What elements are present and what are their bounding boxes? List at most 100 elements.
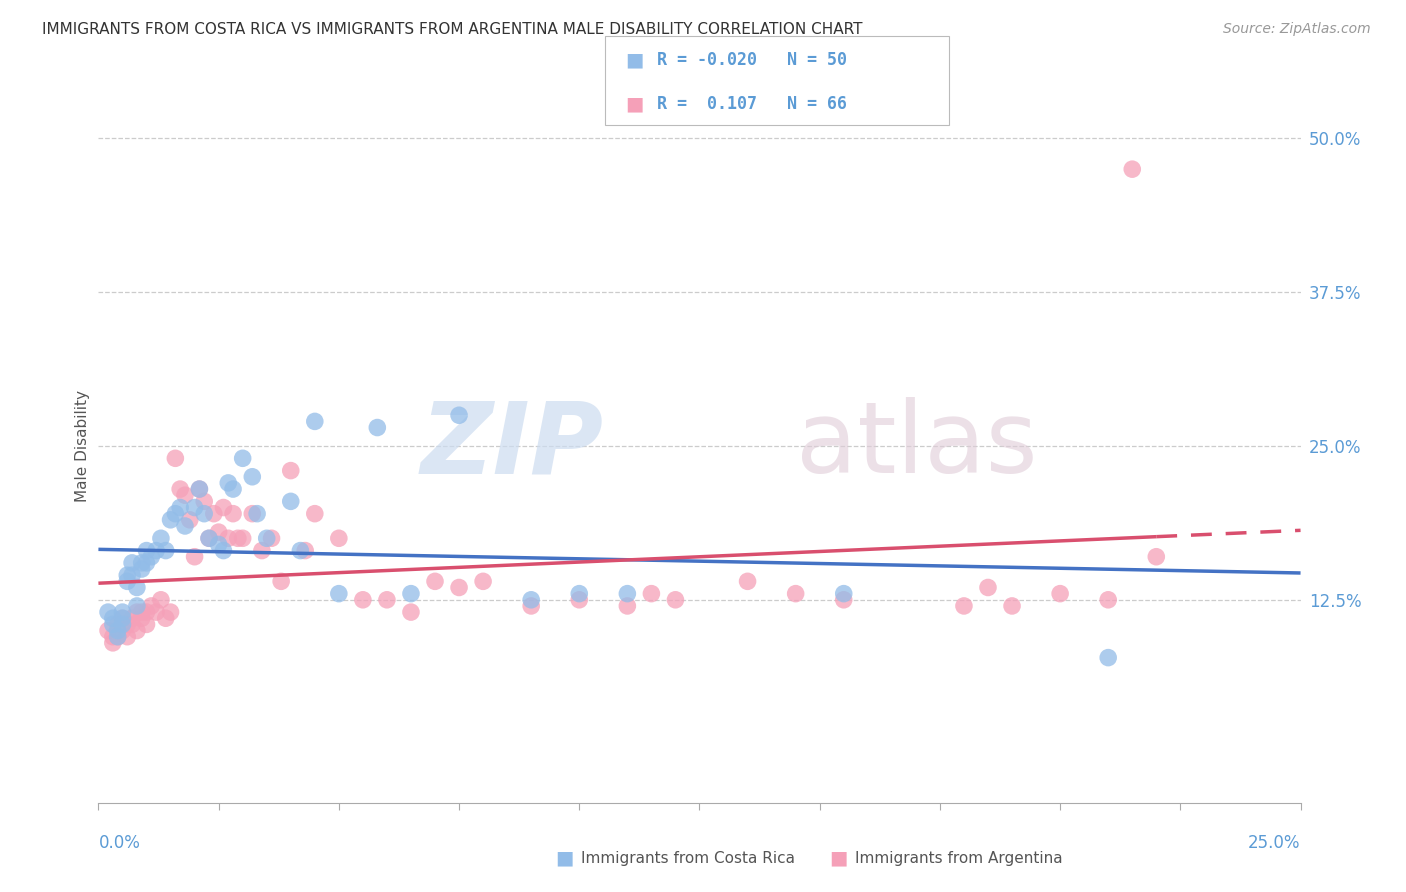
Y-axis label: Male Disability: Male Disability [75,390,90,502]
Point [183,549,205,564]
Point [256,531,278,545]
Point [640,587,662,601]
Point [107,630,129,644]
Point [107,624,129,638]
Point [121,568,143,582]
Point [664,592,686,607]
Point [121,617,143,632]
Point [240,469,263,483]
Text: ■: ■ [626,95,644,114]
Text: Source: ZipAtlas.com: Source: ZipAtlas.com [1223,22,1371,37]
Point [785,587,807,601]
Point [179,513,201,527]
Point [121,556,143,570]
Point [375,592,398,607]
Point [520,592,543,607]
Point [145,543,167,558]
Point [399,587,422,601]
Point [141,599,163,613]
Point [447,409,470,423]
Text: R = -0.020   N = 50: R = -0.020 N = 50 [657,51,846,69]
Point [953,599,976,613]
Point [107,617,129,632]
Point [520,599,543,613]
Point [222,507,245,521]
Point [97,605,120,619]
Point [188,482,211,496]
Point [208,525,231,540]
Point [226,531,249,545]
Point [131,611,153,625]
Point [447,581,470,595]
Text: ■: ■ [626,50,644,70]
Point [260,531,283,545]
Point [188,482,211,496]
Point [202,507,225,521]
Text: R =  0.107   N = 66: R = 0.107 N = 66 [657,95,846,113]
Point [117,617,139,632]
Point [131,556,153,570]
Point [107,630,129,644]
Point [472,574,495,589]
Text: atlas: atlas [796,398,1038,494]
Point [193,494,215,508]
Point [328,587,350,601]
Text: ■: ■ [555,848,574,868]
Point [198,531,221,545]
Point [111,611,134,625]
Point [155,543,177,558]
Text: 0.0%: 0.0% [98,834,141,852]
Point [174,488,197,502]
Point [159,605,181,619]
Text: ■: ■ [830,848,848,868]
Point [1121,162,1143,177]
Point [217,475,239,490]
Point [328,531,350,545]
Point [294,543,316,558]
Point [149,592,172,607]
Point [135,543,157,558]
Point [111,624,134,638]
Point [423,574,446,589]
Point [121,611,143,625]
Point [366,420,388,434]
Point [352,592,374,607]
Point [125,605,148,619]
Point [212,543,235,558]
Point [1049,587,1071,601]
Point [169,482,191,496]
Point [616,599,638,613]
Point [217,531,239,545]
Point [135,556,157,570]
Point [280,464,302,478]
Point [304,507,326,521]
Point [208,537,231,551]
Point [125,599,148,613]
Text: 25.0%: 25.0% [1249,834,1301,852]
Point [290,543,312,558]
Point [832,587,855,601]
Point [232,531,254,545]
Point [131,605,153,619]
Text: ZIP: ZIP [420,398,603,494]
Point [141,549,163,564]
Point [304,414,326,428]
Point [1001,599,1024,613]
Point [246,507,269,521]
Point [159,513,181,527]
Point [155,611,177,625]
Point [131,562,153,576]
Point [101,617,124,632]
Point [240,507,263,521]
Point [125,624,148,638]
Point [568,592,591,607]
Point [977,581,1000,595]
Point [1144,549,1167,564]
Point [101,636,124,650]
Point [1097,650,1119,665]
Text: Immigrants from Argentina: Immigrants from Argentina [855,851,1063,865]
Point [193,507,215,521]
Text: Immigrants from Costa Rica: Immigrants from Costa Rica [581,851,794,865]
Point [169,500,191,515]
Point [101,630,124,644]
